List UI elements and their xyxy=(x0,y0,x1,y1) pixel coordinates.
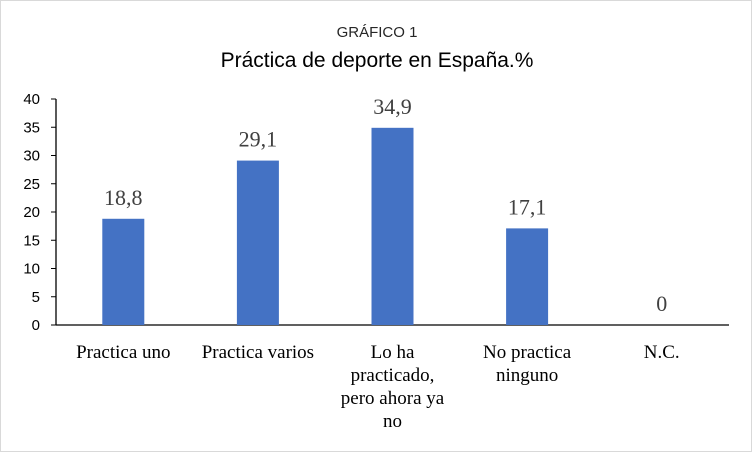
x-tick-label: Practica uno xyxy=(76,342,170,363)
y-tick-label: 30 xyxy=(23,148,40,165)
chart-title: Práctica de deporte en España.% xyxy=(221,49,534,72)
x-tick-label: No practica xyxy=(483,342,572,363)
data-labels: 18,8 29,1 34,9 17,1 0 xyxy=(104,94,667,316)
x-tick-label: N.C. xyxy=(644,342,680,363)
data-label: 34,9 xyxy=(373,94,412,119)
y-tick-label: 5 xyxy=(32,289,40,306)
bar xyxy=(102,218,145,325)
x-tick-label: Lo ha xyxy=(371,342,415,363)
data-label: 0 xyxy=(656,291,667,316)
x-axis-labels: Practica uno Practica varios Lo hapractica… xyxy=(76,342,680,432)
data-label: 17,1 xyxy=(508,194,547,219)
y-tick-label: 25 xyxy=(23,176,40,193)
bar xyxy=(236,160,279,325)
y-tick-label: 0 xyxy=(32,317,40,334)
data-label: 29,1 xyxy=(239,127,278,152)
data-label: 18,8 xyxy=(104,185,143,210)
bar xyxy=(506,228,549,325)
bars xyxy=(102,127,549,325)
x-tick-label: pero ahora ya xyxy=(341,388,445,409)
x-tick-label: practicado, xyxy=(351,365,435,386)
bar xyxy=(371,127,414,325)
y-tick-label: 35 xyxy=(23,119,40,136)
y-tick-label: 40 xyxy=(23,91,40,108)
y-tick-label: 20 xyxy=(23,204,40,221)
x-tick-label: no xyxy=(383,411,402,432)
x-tick-label: Practica varios xyxy=(202,342,314,363)
x-tick-label: ninguno xyxy=(496,365,558,386)
chart-supertitle: GRÁFICO 1 xyxy=(337,24,418,41)
y-tick-label: 15 xyxy=(23,232,40,249)
y-tick-label: 10 xyxy=(23,261,40,278)
